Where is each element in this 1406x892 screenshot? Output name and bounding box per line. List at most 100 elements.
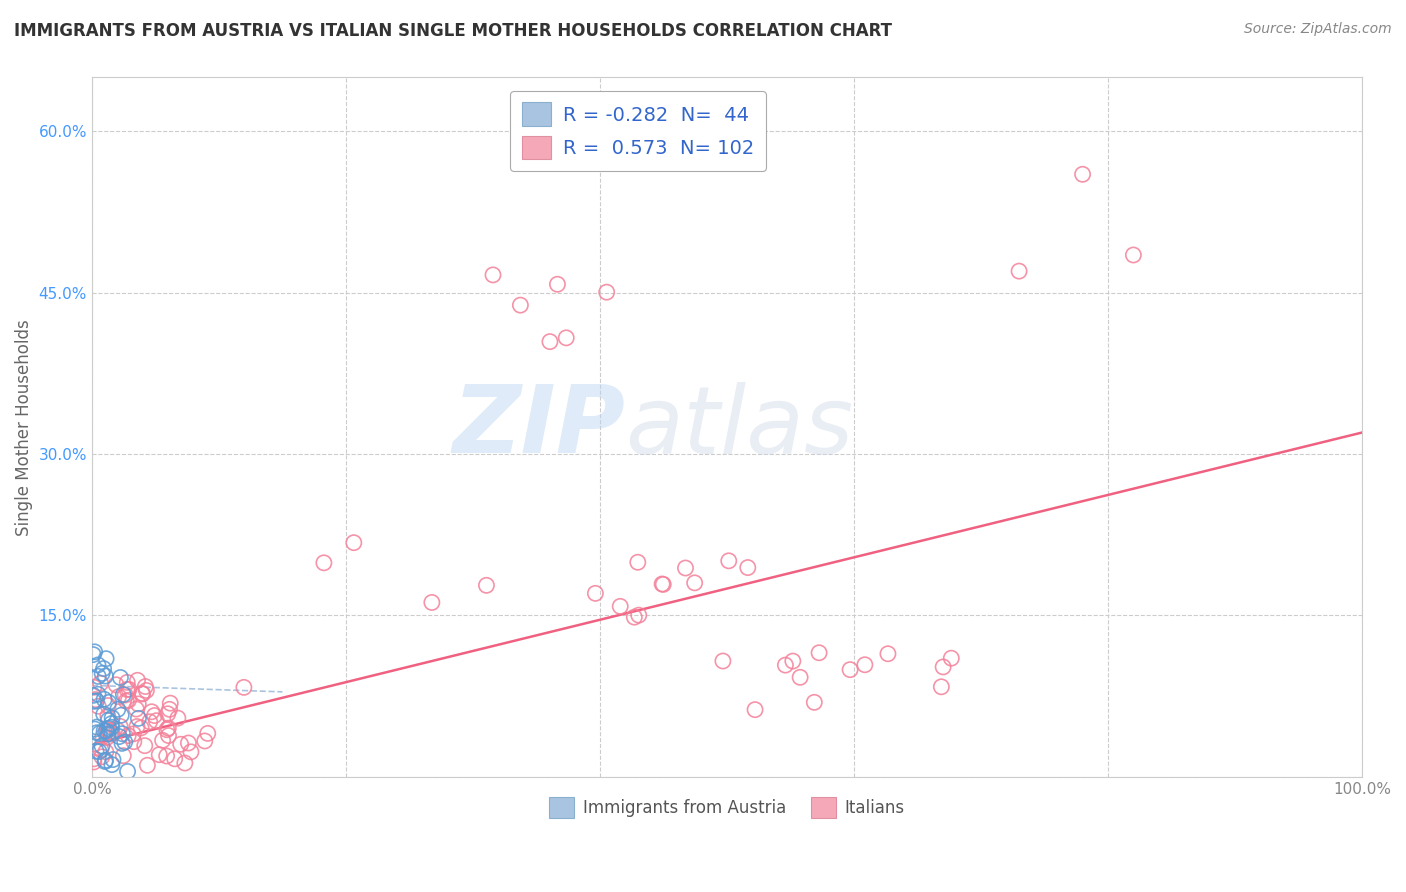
- Point: [93, 723, 115, 738]
- Point: [932, 660, 955, 674]
- Text: atlas: atlas: [626, 382, 853, 473]
- Point: [111, 727, 134, 741]
- Point: [101, 753, 124, 767]
- Point: [86, 694, 108, 708]
- Point: [117, 675, 139, 690]
- Point: [83, 755, 105, 769]
- Point: [94, 669, 117, 683]
- Y-axis label: Single Mother Households: Single Mother Households: [15, 318, 32, 535]
- Point: [97, 698, 120, 713]
- Point: [737, 560, 759, 574]
- Point: [96, 723, 118, 737]
- Point: [115, 694, 138, 708]
- Point: [197, 726, 219, 740]
- Point: [129, 721, 152, 735]
- Point: [627, 555, 650, 569]
- Point: [87, 669, 110, 683]
- Point: [1008, 264, 1031, 278]
- Point: [94, 753, 117, 767]
- Point: [127, 673, 149, 688]
- Point: [157, 729, 180, 743]
- Point: [675, 561, 697, 575]
- Point: [931, 680, 953, 694]
- Point: [100, 725, 122, 739]
- Point: [555, 331, 578, 345]
- Point: [93, 692, 115, 706]
- Point: [134, 680, 156, 694]
- Point: [87, 687, 110, 701]
- Point: [90, 743, 112, 757]
- Point: [97, 709, 120, 723]
- Point: [86, 720, 108, 734]
- Point: [82, 648, 104, 662]
- Point: [94, 755, 117, 769]
- Point: [135, 683, 157, 698]
- Point: [84, 744, 107, 758]
- Point: [131, 687, 153, 701]
- Point: [107, 690, 129, 704]
- Point: [782, 654, 804, 668]
- Point: [143, 708, 166, 723]
- Point: [156, 749, 179, 764]
- Point: [112, 748, 135, 763]
- Point: [107, 702, 129, 716]
- Point: [595, 285, 617, 300]
- Point: [853, 657, 876, 672]
- Point: [136, 758, 159, 772]
- Point: [87, 745, 110, 759]
- Point: [97, 713, 120, 727]
- Point: [108, 719, 131, 733]
- Point: [117, 764, 139, 779]
- Point: [134, 739, 156, 753]
- Point: [111, 736, 134, 750]
- Point: [145, 714, 167, 728]
- Point: [131, 686, 153, 700]
- Point: [100, 727, 122, 741]
- Point: [627, 608, 650, 623]
- Point: [125, 702, 148, 716]
- Point: [112, 688, 135, 702]
- Point: [775, 658, 797, 673]
- Point: [93, 662, 115, 676]
- Point: [159, 696, 181, 710]
- Point: [1122, 248, 1144, 262]
- Point: [711, 654, 734, 668]
- Point: [94, 724, 117, 739]
- Point: [127, 697, 149, 711]
- Point: [97, 727, 120, 741]
- Point: [509, 298, 531, 312]
- Point: [101, 757, 124, 772]
- Point: [122, 734, 145, 748]
- Point: [117, 693, 139, 707]
- Point: [163, 752, 186, 766]
- Point: [87, 699, 110, 714]
- Point: [148, 747, 170, 762]
- Point: [652, 577, 675, 591]
- Point: [91, 666, 114, 681]
- Point: [312, 556, 335, 570]
- Point: [343, 535, 366, 549]
- Point: [138, 714, 160, 729]
- Point: [683, 575, 706, 590]
- Point: [180, 745, 202, 759]
- Point: [110, 708, 132, 723]
- Point: [94, 651, 117, 665]
- Point: [583, 586, 606, 600]
- Point: [83, 752, 105, 766]
- Point: [115, 682, 138, 697]
- Point: [232, 681, 254, 695]
- Point: [159, 702, 181, 716]
- Point: [651, 577, 673, 591]
- Point: [83, 680, 105, 694]
- Point: [941, 651, 963, 665]
- Point: [87, 657, 110, 672]
- Point: [97, 722, 120, 736]
- Point: [91, 730, 114, 744]
- Point: [108, 730, 131, 744]
- Point: [91, 739, 114, 753]
- Text: IMMIGRANTS FROM AUSTRIA VS ITALIAN SINGLE MOTHER HOUSEHOLDS CORRELATION CHART: IMMIGRANTS FROM AUSTRIA VS ITALIAN SINGL…: [14, 22, 891, 40]
- Point: [93, 707, 115, 722]
- Point: [82, 689, 104, 703]
- Point: [152, 733, 174, 747]
- Point: [609, 599, 631, 614]
